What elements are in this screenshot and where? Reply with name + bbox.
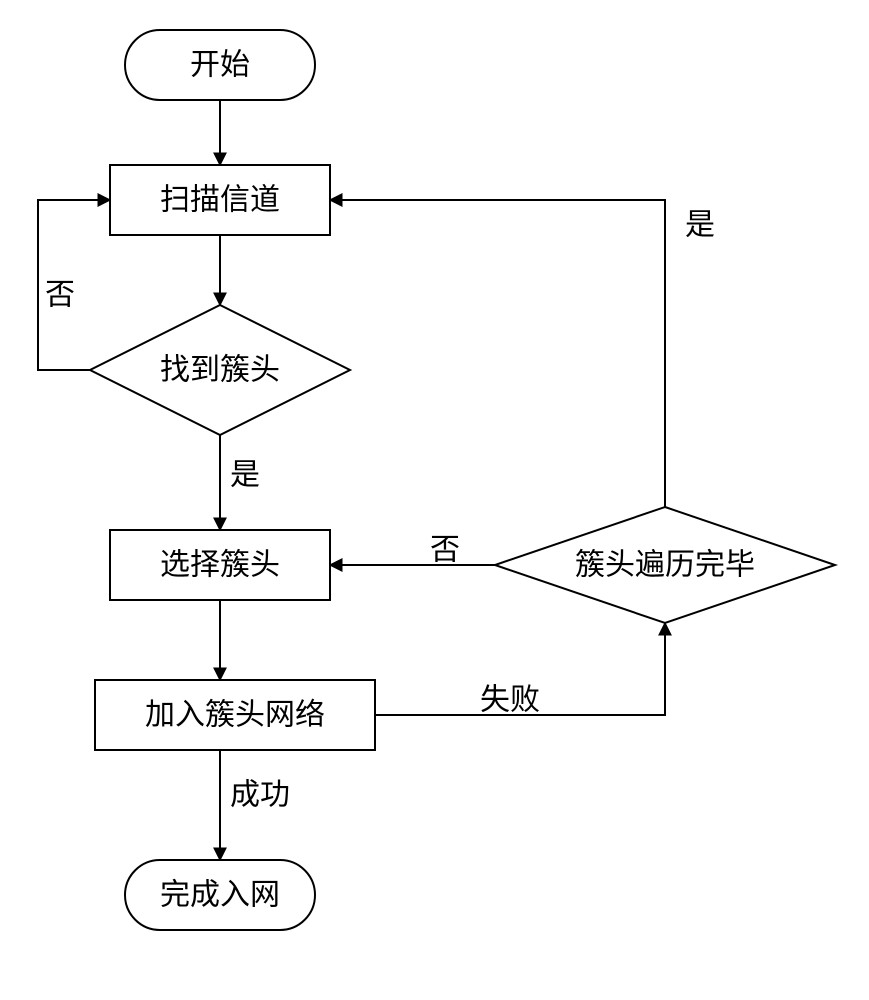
node-scan: 扫描信道 [110, 165, 330, 235]
node-label-select: 选择簇头 [160, 549, 280, 582]
node-label-find: 找到簇头 [160, 354, 280, 387]
node-find: 找到簇头 [90, 305, 350, 435]
node-travend: 簇头遍历完毕 [495, 507, 835, 623]
node-done: 完成入网 [125, 860, 315, 930]
node-label-travend: 簇头遍历完毕 [575, 549, 755, 582]
edge-label-find-select: 是 [230, 459, 260, 492]
edge-label-find-no: 否 [45, 279, 75, 312]
edge-label-travend-no: 否 [430, 534, 460, 567]
flowchart-canvas: 开始扫描信道找到簇头选择簇头加入簇头网络完成入网簇头遍历完毕是成功否失败否是 [0, 0, 869, 1000]
node-label-start: 开始 [190, 49, 250, 82]
node-label-scan: 扫描信道 [160, 184, 280, 217]
node-select: 选择簇头 [110, 530, 330, 600]
node-label-done: 完成入网 [160, 879, 280, 912]
node-join: 加入簇头网络 [95, 680, 375, 750]
edge-label-join-done: 成功 [230, 779, 290, 812]
edge-label-join-fail: 失败 [480, 684, 540, 717]
edge-travend-yes [330, 200, 665, 507]
edge-label-travend-yes: 是 [685, 209, 715, 242]
node-start: 开始 [125, 30, 315, 100]
node-label-join: 加入簇头网络 [145, 699, 325, 732]
